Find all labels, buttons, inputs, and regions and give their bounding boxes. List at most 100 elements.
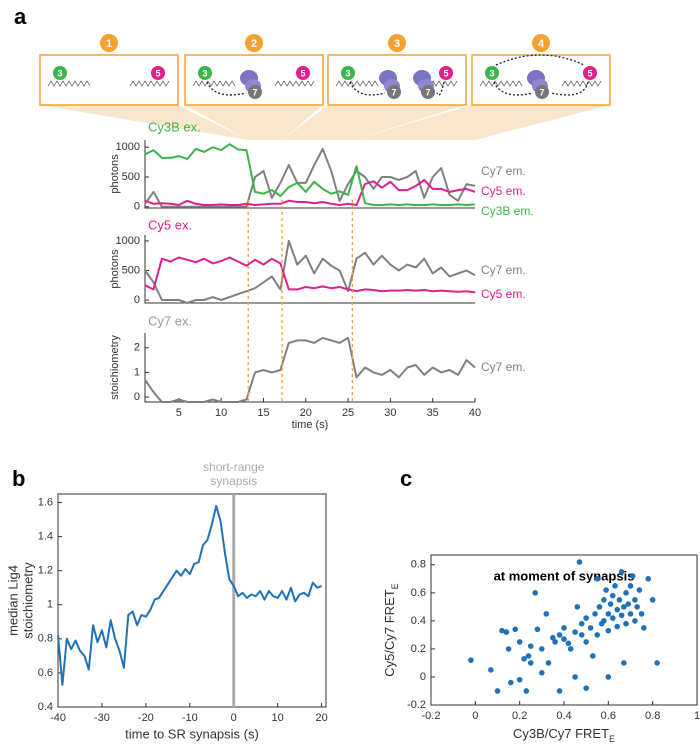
point bbox=[623, 590, 629, 596]
series-label: Cy5 em. bbox=[481, 287, 526, 301]
dye-label: 5 bbox=[443, 68, 448, 78]
point bbox=[587, 625, 594, 631]
y-axis-label: photons bbox=[109, 249, 121, 289]
state-wedge bbox=[40, 105, 249, 140]
point bbox=[605, 674, 612, 680]
y-axis-label: stoichiometry bbox=[20, 562, 35, 639]
point bbox=[592, 611, 598, 617]
y-tick-label: 0.6 bbox=[38, 667, 53, 679]
x-tick-label: 0.6 bbox=[601, 710, 616, 722]
point bbox=[508, 679, 514, 686]
series-label: Cy3B em. bbox=[481, 204, 534, 218]
point bbox=[625, 601, 632, 607]
y-tick-label: 1 bbox=[134, 366, 140, 378]
point bbox=[565, 640, 572, 647]
dna bbox=[561, 80, 602, 87]
x-tick-label: 0 bbox=[472, 710, 478, 722]
point bbox=[503, 629, 510, 635]
point bbox=[561, 636, 567, 642]
point bbox=[505, 646, 512, 652]
point bbox=[572, 674, 578, 680]
step-badge bbox=[388, 34, 406, 52]
dye bbox=[248, 85, 262, 99]
point bbox=[572, 629, 578, 635]
panel-label: b bbox=[12, 466, 25, 491]
x-tick-label: 10 bbox=[215, 407, 227, 419]
dye-label: 3 bbox=[489, 68, 494, 78]
chart-title: Cy7 ex. bbox=[148, 313, 192, 328]
state-wedge bbox=[282, 105, 466, 140]
dye-label: 5 bbox=[300, 68, 305, 78]
x-tick-label: 40 bbox=[469, 407, 481, 419]
point bbox=[601, 618, 607, 624]
dye bbox=[296, 66, 310, 80]
chart-title: Cy3B ex. bbox=[148, 119, 201, 134]
point bbox=[605, 627, 612, 634]
state-panel: 1 3 5 bbox=[39, 34, 179, 106]
point bbox=[605, 611, 612, 617]
point bbox=[543, 611, 550, 617]
dye bbox=[421, 85, 435, 99]
state-panel: 3 3 7 7 5 bbox=[327, 34, 467, 106]
point bbox=[567, 646, 574, 652]
point bbox=[627, 583, 634, 589]
series-label: Cy7 em. bbox=[481, 360, 526, 374]
x-tick-label: 10 bbox=[272, 712, 284, 724]
point bbox=[621, 604, 627, 610]
x-tick-label: 25 bbox=[342, 407, 354, 419]
y-tick-label: 0 bbox=[134, 201, 140, 213]
x-tick-label: -10 bbox=[182, 712, 198, 724]
y-tick-label: -0.2 bbox=[407, 699, 426, 711]
panel-label: c bbox=[400, 466, 412, 491]
point bbox=[603, 587, 609, 593]
point bbox=[578, 632, 585, 638]
series-line bbox=[57, 504, 322, 686]
point bbox=[583, 685, 589, 691]
fret-arrow bbox=[495, 54, 585, 66]
y-tick-label: 0.2 bbox=[411, 643, 426, 655]
x-tick-label: 0.2 bbox=[512, 710, 527, 722]
y-axis-label: photons bbox=[109, 154, 121, 194]
point bbox=[649, 597, 656, 603]
state-wedge bbox=[352, 105, 610, 140]
point bbox=[621, 660, 627, 666]
point bbox=[609, 592, 616, 599]
point bbox=[632, 597, 638, 603]
point bbox=[638, 611, 645, 617]
fret-arrow bbox=[550, 81, 589, 96]
dye-label: 5 bbox=[587, 68, 592, 78]
x-tick-label: 20 bbox=[315, 712, 327, 724]
point bbox=[596, 604, 603, 610]
dye-label: 3 bbox=[345, 68, 350, 78]
x-tick-label: 1 bbox=[694, 710, 700, 722]
y-tick-label: 0 bbox=[134, 391, 140, 403]
point bbox=[516, 676, 523, 683]
point bbox=[594, 576, 601, 582]
point bbox=[607, 601, 614, 607]
point bbox=[576, 559, 583, 565]
x-tick-label: 15 bbox=[257, 407, 269, 419]
y-tick-label: 500 bbox=[122, 264, 140, 276]
panel-label: a bbox=[14, 4, 27, 29]
point bbox=[525, 653, 532, 659]
point bbox=[614, 623, 620, 630]
dye bbox=[583, 66, 597, 80]
series-label: Cy7 em. bbox=[481, 164, 526, 178]
y-tick-label: 1.2 bbox=[38, 565, 53, 577]
point bbox=[532, 590, 538, 596]
point bbox=[545, 660, 552, 666]
point bbox=[583, 639, 589, 645]
y-tick-label: 0.4 bbox=[411, 615, 426, 627]
dye-label: 7 bbox=[252, 87, 257, 97]
point bbox=[512, 626, 519, 633]
point bbox=[516, 639, 523, 645]
series-line bbox=[144, 256, 476, 294]
x-tick-label: 0.4 bbox=[556, 710, 571, 722]
y-tick-label: 2 bbox=[134, 342, 140, 354]
series-line bbox=[144, 147, 476, 208]
point bbox=[523, 688, 530, 694]
y-axis-label-sub: E bbox=[390, 583, 400, 589]
y-tick-label: 0.8 bbox=[38, 633, 53, 645]
point bbox=[556, 688, 563, 694]
